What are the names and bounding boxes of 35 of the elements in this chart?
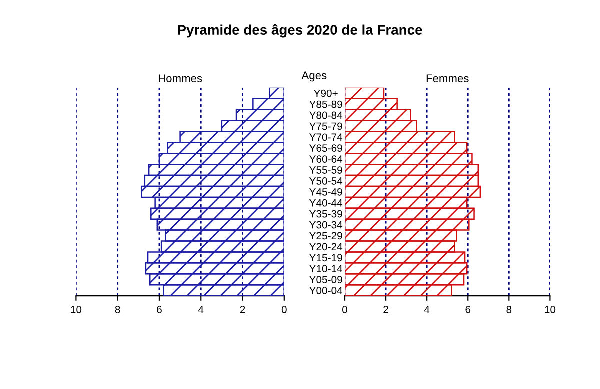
y-tick-label: Y00-04 [310, 287, 343, 294]
y-tick-label: Y35-39 [310, 210, 342, 218]
y-tick-label: Y65-69 [310, 144, 342, 152]
x-tick-label: 2 [240, 306, 246, 314]
chart-title: Femmes [426, 74, 469, 82]
y-tick-label: Y50-54 [310, 178, 343, 185]
x-tick-label: 2 [384, 306, 388, 314]
x-tick-label: 10 [545, 306, 556, 314]
chart-title: Pyramide des âges 2020 de la France [178, 24, 422, 38]
y-tick-label: Y10-14 [310, 265, 343, 273]
x-tick-label: 4 [198, 306, 204, 314]
x-tick-label: 0 [282, 306, 287, 314]
x-tick-label: 8 [506, 306, 512, 314]
y-tick-label: Y90+ [314, 90, 338, 98]
y-tick-label: Y75-79 [310, 122, 342, 130]
x-tick-label: 10 [71, 306, 82, 314]
x-tick-label: 4 [424, 306, 430, 314]
y-tick-label: Y85-89 [310, 100, 342, 108]
y-tick-label: Y55-59 [310, 166, 342, 174]
chart-subtitle: Hommes [158, 74, 202, 82]
y-tick-label: Y70-74 [310, 134, 343, 142]
x-tick-label: 6 [466, 306, 471, 314]
x-tick-label: 8 [115, 306, 120, 314]
y-tick-label: Y25-29 [310, 232, 342, 240]
y-tick-label: Y30-34 [310, 221, 343, 229]
x-tick-label: 0 [342, 306, 348, 314]
x-tick-label: 6 [157, 306, 162, 314]
y-tick-label: Y40-44 [310, 199, 343, 207]
y-axis-title: Ages [302, 72, 327, 82]
y-tick-label: Y15-19 [310, 254, 342, 262]
y-tick-label: Y60-64 [310, 156, 343, 163]
y-tick-label: Y05-09 [310, 276, 342, 284]
y-tick-label: Y20-24 [310, 243, 343, 251]
y-tick-label: Y45-49 [310, 188, 342, 196]
y-tick-label: Y80-84 [310, 112, 343, 120]
